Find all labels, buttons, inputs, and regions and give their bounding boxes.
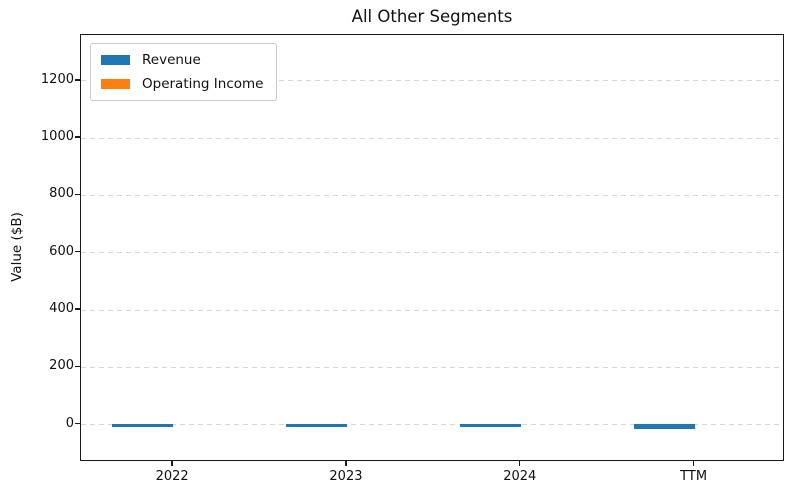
xtick-label-2022: 2022: [155, 469, 189, 484]
ytick-mark-600: [75, 251, 80, 253]
xtick-label-TTM: TTM: [680, 469, 708, 484]
gridline-1200: [81, 80, 783, 82]
ytick-mark-400: [75, 308, 80, 310]
legend: Revenue Operating Income: [90, 43, 278, 101]
gridline-800: [81, 194, 783, 196]
xtick-label-2024: 2024: [503, 469, 537, 484]
ytick-label-1000: 1000: [40, 129, 74, 145]
bar-revenue-2024: [459, 423, 521, 427]
ytick-mark-200: [75, 365, 80, 368]
gridline-200: [81, 366, 783, 368]
ytick-label-200: 200: [49, 358, 74, 374]
legend-label: Operating Income: [142, 76, 264, 92]
gridline-600: [81, 252, 783, 254]
ytick-label-0: 0: [65, 415, 74, 431]
ytick-mark-1200: [75, 79, 80, 81]
ytick-label-1200: 1200: [40, 71, 74, 87]
xtick-mark-2023: [345, 461, 347, 466]
bar-revenue-2022: [112, 423, 174, 427]
gridline-0: [81, 424, 783, 426]
bar-revenue-ttm: [633, 423, 695, 430]
xtick-label-2023: 2023: [329, 469, 363, 484]
xtick-mark-2022: [171, 461, 173, 466]
gridline-400: [81, 309, 783, 311]
ytick-label-800: 800: [49, 186, 74, 202]
xtick-mark-TTM: [692, 461, 695, 466]
gridline-1000: [81, 137, 783, 139]
legend-row-operating-income: Operating Income: [101, 76, 263, 92]
legend-swatch-icon: [101, 55, 130, 65]
chart-title: All Other Segments: [351, 7, 513, 26]
ytick-label-600: 600: [49, 243, 74, 259]
ytick-mark-800: [75, 193, 80, 196]
legend-row-revenue: Revenue: [101, 52, 263, 68]
ytick-mark-1000: [75, 136, 80, 138]
bar-revenue-2023: [286, 423, 347, 427]
legend-swatch-icon: [101, 79, 130, 89]
xtick-mark-2024: [519, 461, 521, 466]
legend-label: Revenue: [142, 52, 201, 68]
ytick-label-400: 400: [49, 301, 74, 317]
plot-area: Revenue Operating Income: [80, 34, 784, 461]
ytick-mark-0: [75, 423, 80, 425]
